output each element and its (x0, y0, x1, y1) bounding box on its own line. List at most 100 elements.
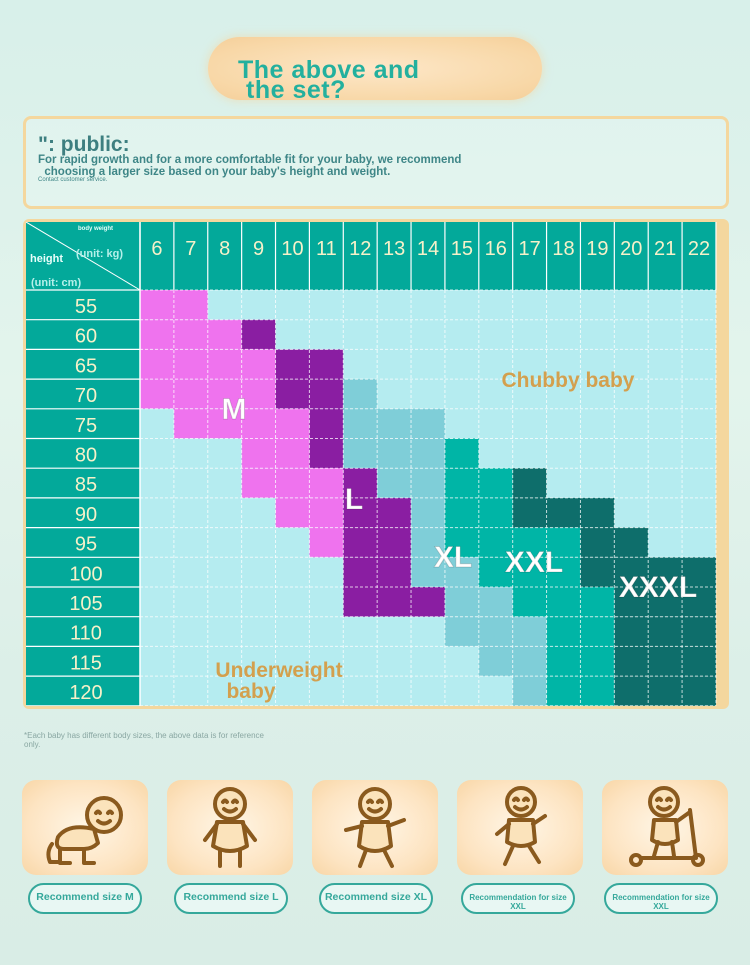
size-cell-m (309, 527, 344, 558)
size-label-xl: XL (434, 541, 472, 574)
size-chart: body weight (unit: kg) height (unit: cm) 6 7 8… (26, 222, 717, 706)
size-cell-m (241, 438, 310, 469)
size-cell-xxxl (512, 468, 547, 498)
corner-diagonal (26, 222, 141, 291)
weight-label: 21 (654, 238, 676, 260)
region-label-baby: baby (226, 680, 275, 703)
size-cell-xl (343, 408, 445, 439)
size-cell-l (275, 349, 344, 380)
size-cell-xxxl (614, 616, 716, 647)
notice-body: For rapid growth and for a more comforta… (38, 154, 461, 178)
size-cell-xxxl (614, 676, 716, 706)
crawling-baby-icon (46, 796, 123, 865)
weight-header (26, 222, 716, 290)
card-size-xl (312, 780, 438, 875)
size-label-xxxl: XXXL (619, 571, 697, 604)
height-label: 105 (69, 593, 102, 615)
title-banner (208, 37, 542, 100)
region-label-underweight: Underweight (215, 659, 342, 682)
corner-label-height: height (30, 253, 63, 265)
size-label-m: M (222, 393, 247, 426)
size-cell-xl (444, 616, 547, 647)
card-size-m (22, 780, 148, 875)
scooter-baby-icon (629, 786, 705, 867)
size-cell-xxxl (614, 646, 716, 677)
recommend-m-button[interactable]: Recommend size M (28, 883, 142, 914)
notice-heading: ": public: (38, 133, 130, 156)
size-label-xxl: XXL (505, 546, 563, 579)
height-label: 100 (69, 563, 102, 585)
recommend-xxl-button[interactable]: Recommendation for size XXL (461, 883, 575, 914)
height-label: 85 (75, 474, 97, 496)
size-label-l: L (345, 483, 363, 516)
size-cell-m (140, 319, 242, 350)
size-cell-xl (411, 497, 445, 528)
notice-body-line1: For rapid growth and for a more comforta… (38, 154, 462, 166)
walking-baby-icon (344, 787, 406, 868)
size-cell-xxl (478, 557, 581, 587)
region-label-chubby: Chubby baby (501, 369, 634, 392)
size-cell-l (241, 319, 276, 350)
height-label: 70 (75, 385, 97, 407)
size-cell-xl (343, 438, 445, 469)
height-label: 55 (75, 296, 97, 318)
size-cell-l (343, 587, 445, 617)
size-cell-xl (512, 676, 547, 706)
running-baby-icon (495, 786, 547, 866)
weight-label: 8 (219, 238, 230, 260)
weight-label: 15 (451, 238, 473, 260)
size-cell-xxl (512, 587, 615, 617)
size-cell-l (309, 438, 344, 469)
height-label: 110 (70, 623, 102, 645)
height-label: 90 (75, 504, 97, 526)
corner-label-unit-kg: (unit: kg) (76, 248, 123, 260)
card-size-l (167, 780, 293, 875)
weight-label: 20 (620, 238, 642, 260)
standing-baby-icon (203, 787, 257, 868)
size-cell-xxxl (512, 497, 615, 528)
weight-label: 9 (253, 238, 264, 260)
recommend-xl-button[interactable]: Recommend size XL (319, 883, 433, 914)
size-cell-m (140, 290, 208, 320)
notice-box (23, 116, 729, 209)
page-title-line1: The above and (238, 56, 420, 84)
weight-label: 16 (485, 238, 507, 260)
size-cell-m (140, 349, 276, 380)
size-cell-m (140, 379, 276, 409)
weight-label: 6 (151, 238, 162, 260)
size-cell-xxl (444, 438, 479, 469)
weight-label: 10 (281, 238, 303, 260)
card-size-xxl-2 (602, 780, 728, 875)
size-cell-l (275, 379, 344, 409)
recommend-xxl-button-2[interactable]: Recommendation for size XXL (604, 883, 718, 914)
notice-body-line2: choosing a larger size based on your bab… (38, 166, 391, 178)
size-cell-m (241, 468, 344, 498)
weight-label: 22 (688, 238, 710, 260)
height-label: 80 (75, 445, 97, 467)
corner-label-unit-cm: (unit: cm) (31, 277, 81, 289)
height-label: 65 (75, 355, 97, 377)
height-label: 115 (70, 652, 102, 674)
size-cell-xl (411, 527, 445, 558)
corner-label-weight: body weight (78, 226, 113, 232)
height-label: 60 (75, 326, 97, 348)
weight-label: 11 (316, 238, 337, 260)
weight-label: 13 (383, 238, 405, 260)
size-cell-xxxl (614, 587, 716, 617)
recommend-l-button[interactable]: Recommend size L (174, 883, 288, 914)
weight-label: 19 (586, 238, 608, 260)
chart-disclaimer: *Each baby has different body sizes, the… (24, 731, 264, 749)
weight-label: 7 (185, 238, 196, 260)
card-size-xxl (457, 780, 583, 875)
size-cell-xl (343, 379, 378, 409)
weight-label: 17 (518, 238, 540, 260)
page-title-line2: the set? (246, 76, 346, 104)
notice-small-text: Contact customer service. (38, 177, 108, 183)
height-label: 75 (75, 415, 97, 437)
weight-label: 14 (417, 238, 439, 260)
weight-label: 18 (552, 238, 574, 260)
size-cell-l (343, 468, 378, 498)
height-label: 95 (75, 534, 97, 556)
size-cell-l (309, 408, 344, 439)
height-label: 120 (69, 682, 102, 704)
